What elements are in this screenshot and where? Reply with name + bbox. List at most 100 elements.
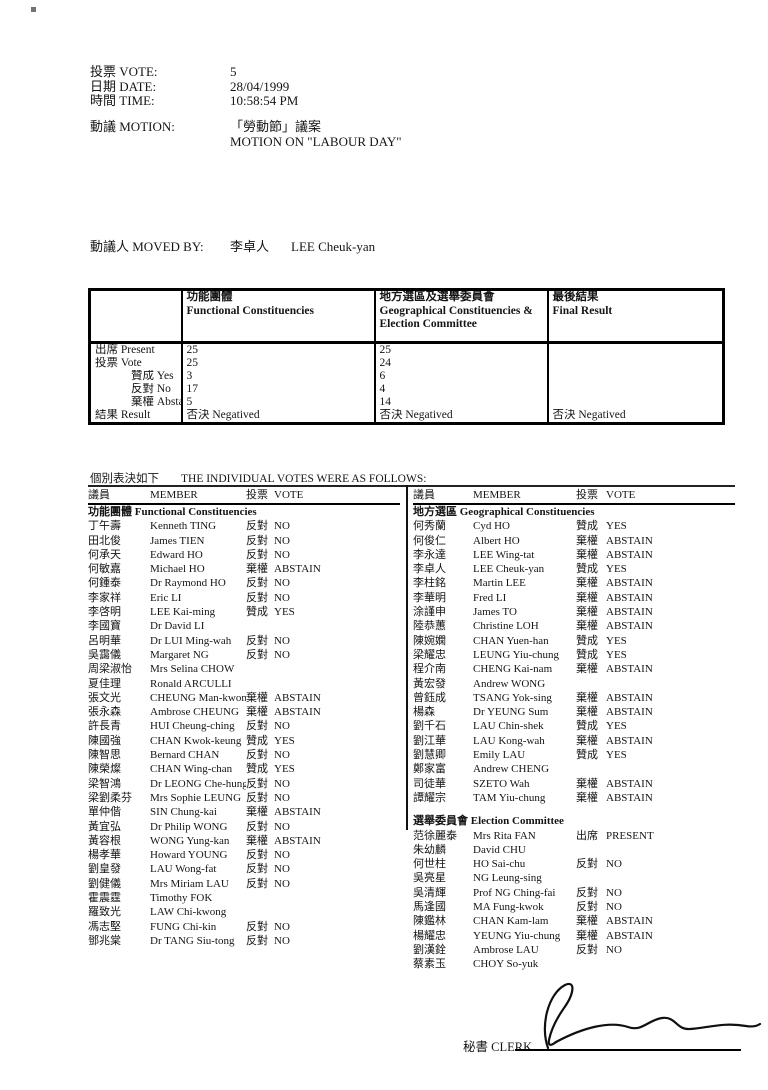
member-row: 梁智鴻 Dr LEONG Che-hung 反對 NO <box>88 777 400 791</box>
cell-vzh: 棄權 <box>576 620 598 633</box>
cell-zh: 范徐麗泰 <box>413 829 457 842</box>
geographical-header-zh: 地方選區及選舉委員會 <box>379 291 495 303</box>
cell-ven: YES <box>274 734 295 747</box>
member-row: 何世柱 HO Sai-chu 反對 NO <box>413 857 735 871</box>
cell-en: Margaret NG <box>150 648 209 661</box>
cell-vzh: 反對 <box>246 534 268 547</box>
cell-ven: NO <box>606 886 622 899</box>
member-row: 李柱銘 Martin LEE 棄權 ABSTAIN <box>413 576 735 590</box>
final-value <box>546 357 724 370</box>
cell-ven: NO <box>274 863 290 876</box>
cell-en: TAM Yiu-chung <box>473 791 546 804</box>
gc-value: 4 <box>373 383 548 396</box>
cell-zh: 劉漢銓 <box>413 943 446 956</box>
cell-zh: 朱幼麟 <box>413 843 446 856</box>
cell-vzh: 贊成 <box>576 563 598 576</box>
row-label: 棄權 Abstain <box>131 396 182 408</box>
member-row: 單仲偕 SIN Chung-kai 棄權 ABSTAIN <box>88 805 400 819</box>
summary-row-yes: 贊成 Yes 3 6 <box>90 370 724 383</box>
geographical-votes-table: 議員 MEMBER 投票 VOTE 地方選區 Geographical Cons… <box>413 488 735 972</box>
cell-vzh: 贊成 <box>576 648 598 661</box>
member-row: 楊耀忠 YEUNG Yiu-chung 棄權 ABSTAIN <box>413 929 735 943</box>
cell-zh: 李華明 <box>413 591 446 604</box>
functional-header-en: Functional Constituencies <box>186 304 314 317</box>
section-title: 功能團體 Functional Constituencies <box>88 506 257 518</box>
member-row: 朱幼麟 David CHU <box>413 843 735 857</box>
cell-en: LEE Cheuk-yan <box>473 563 545 576</box>
cell-zh: 譚耀宗 <box>413 791 446 804</box>
geographical-header-en: Geographical Constituencies & Election C… <box>379 304 533 331</box>
cell-ven: NO <box>606 858 622 871</box>
cell-ven: NO <box>274 577 290 590</box>
member-row: 譚耀宗 TAM Yiu-chung 棄權 ABSTAIN <box>413 791 735 805</box>
cell-ven <box>606 677 735 691</box>
summary-header-empty <box>89 289 182 344</box>
cell-vzh: 贊成 <box>576 520 598 533</box>
cell-ven: ABSTAIN <box>606 691 653 704</box>
cell-ven: YES <box>274 606 295 619</box>
cell-zh: 吳清輝 <box>413 886 446 899</box>
cell-vzh: 反對 <box>246 749 268 762</box>
cell-en: Howard YOUNG <box>150 849 228 862</box>
vote-summary-table: 功能團體 Functional Constituencies 地方選區及選舉委員… <box>88 288 725 425</box>
cell-vzh <box>576 762 606 776</box>
member-table-header: 議員 MEMBER 投票 VOTE <box>413 488 735 505</box>
cell-zh: 曾鈺成 <box>413 691 446 704</box>
cell-zh: 何秀蘭 <box>413 520 446 533</box>
fc-value: 25 <box>180 342 375 357</box>
cell-zh: 陳智思 <box>88 749 121 762</box>
member-row: 何俊仁 Albert HO 棄權 ABSTAIN <box>413 534 735 548</box>
member-row: 司徒華 SZETO Wah 棄權 ABSTAIN <box>413 777 735 791</box>
cell-en: Kenneth TING <box>150 520 217 533</box>
cell-en: Ronald ARCULLI <box>150 677 232 690</box>
cell-en: Andrew WONG <box>473 677 546 690</box>
cell-en: Dr YEUNG Sum <box>473 706 549 719</box>
member-row: 蔡素玉 CHOY So-yuk <box>413 957 735 971</box>
summary-header-geographical: 地方選區及選舉委員會 Geographical Constituencies &… <box>373 289 548 344</box>
member-row: 田北俊 James TIEN 反對 NO <box>88 534 400 548</box>
cell-vzh: 反對 <box>246 920 268 933</box>
cell-ven: YES <box>606 720 627 733</box>
cell-vzh: 棄權 <box>576 606 598 619</box>
cell-vzh: 贊成 <box>246 734 268 747</box>
cell-zh: 劉皇發 <box>88 863 121 876</box>
member-row: 陳婉嫻 CHAN Yuen-han 贊成 YES <box>413 634 735 648</box>
cell-en: CHAN Kwok-keung <box>150 734 242 747</box>
cell-ven: NO <box>274 877 290 890</box>
section-election-committee: 選舉委員會 Election Committee <box>413 814 735 828</box>
header-vote-zh: 投票 <box>576 488 606 505</box>
cell-vzh: 反對 <box>246 648 268 661</box>
date-row: 日期 DATE: 28/04/1999 <box>90 79 298 95</box>
cell-zh: 呂明華 <box>88 634 121 647</box>
section-title: 地方選區 Geographical Constituencies <box>413 506 595 518</box>
clerk-label: 秘書 CLERK <box>463 1040 533 1054</box>
time-label: 時間 TIME: <box>90 93 155 109</box>
cell-vzh: 反對 <box>246 849 268 862</box>
cell-ven: NO <box>274 849 290 862</box>
cell-en: Andrew CHENG <box>473 763 550 776</box>
motion-title-zh: 「勞動節」議案 <box>230 119 322 134</box>
cell-vzh: 反對 <box>246 934 268 947</box>
individual-votes-heading-zh: 個別表決如下 <box>90 473 159 485</box>
summary-header-functional: 功能團體 Functional Constituencies <box>180 289 375 344</box>
cell-en: Michael HO <box>150 563 205 576</box>
cell-vzh: 反對 <box>246 877 268 890</box>
member-row: 劉皇發 LAU Wong-fat 反對 NO <box>88 862 400 876</box>
member-row: 程介南 CHENG Kai-nam 棄權 ABSTAIN <box>413 662 735 676</box>
functional-votes-table: 議員 MEMBER 投票 VOTE 功能團體 Functional Consti… <box>88 488 400 948</box>
cell-vzh: 反對 <box>246 548 268 561</box>
cell-zh: 何俊仁 <box>413 534 446 547</box>
member-row: 周梁淑怡 Mrs Selina CHOW <box>88 662 400 676</box>
final-value <box>546 383 724 396</box>
cell-en: CHEUNG Man-kwong <box>150 691 246 704</box>
cell-en: TSANG Yok-sing <box>473 691 552 704</box>
member-row: 李華明 Fred LI 棄權 ABSTAIN <box>413 591 735 605</box>
member-row: 黃宏發 Andrew WONG <box>413 677 735 691</box>
cell-vzh <box>576 871 606 885</box>
summary-header-row: 功能團體 Functional Constituencies 地方選區及選舉委員… <box>89 289 724 344</box>
member-row: 涂謹申 James TO 棄權 ABSTAIN <box>413 605 735 619</box>
cell-en: Prof NG Ching-fai <box>473 886 556 899</box>
cell-ven: NO <box>606 901 622 914</box>
cell-zh: 羅致光 <box>88 906 121 919</box>
member-row: 楊森 Dr YEUNG Sum 棄權 ABSTAIN <box>413 705 735 719</box>
